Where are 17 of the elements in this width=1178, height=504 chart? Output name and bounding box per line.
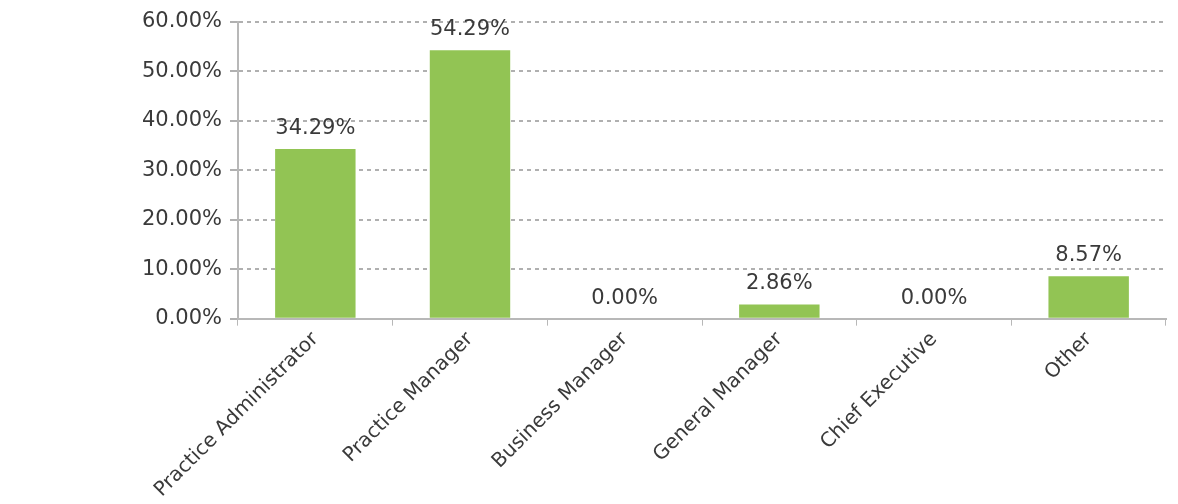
y-tick-label: 30.00%	[141, 156, 222, 181]
y-tick-label: 60.00%	[141, 8, 222, 33]
bar	[739, 304, 820, 318]
bar	[275, 149, 356, 318]
data-label: 0.00%	[591, 284, 659, 309]
data-label: 34.29%	[275, 115, 356, 140]
y-tick-label: 10.00%	[141, 255, 222, 280]
bar	[429, 50, 511, 318]
y-tick-label: 20.00%	[141, 206, 222, 231]
y-tick-label: 50.00%	[141, 57, 222, 82]
y-tick-label: 40.00%	[141, 107, 222, 132]
data-label: 0.00%	[900, 284, 968, 309]
y-tick-label: 0.00%	[155, 305, 222, 330]
data-label: 8.57%	[1055, 242, 1123, 267]
data-label: 2.86%	[745, 270, 813, 295]
bar	[1048, 276, 1129, 318]
data-label: 54.29%	[429, 16, 511, 41]
